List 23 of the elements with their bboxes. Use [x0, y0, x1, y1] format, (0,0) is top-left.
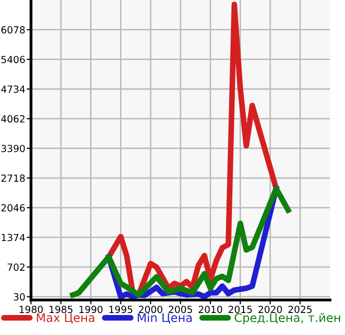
x-tick-label: 2025: [288, 306, 312, 314]
y-tick-label: 4062: [1, 115, 24, 123]
y-tick-label: 6078: [1, 26, 25, 34]
y-tick-label: 702: [8, 264, 24, 271]
y-tick-label: 1374: [2, 234, 25, 242]
x-tick-label: 1990: [79, 306, 103, 314]
x-tick-label: 1985: [50, 306, 72, 314]
legend-label: Max Цена: [36, 313, 94, 324]
y-tick-label: 2046: [1, 204, 25, 212]
x-tick-label: 2020: [258, 306, 282, 314]
x-tick-label: 1980: [20, 306, 43, 314]
y-tick-label: 2718: [1, 174, 25, 182]
x-tick-label: 2015: [228, 306, 252, 314]
x-tick-label: 1995: [109, 306, 132, 314]
legend-label: Сред.Цена, т.йен: [234, 313, 340, 324]
legend-label: Min Цена: [138, 312, 192, 324]
x-tick-label: 2000: [138, 306, 162, 314]
y-tick-label: 3390: [1, 144, 25, 152]
x-tick-label: 2010: [198, 306, 222, 314]
x-tick-label: 2005: [168, 306, 192, 314]
y-tick-label: 30: [14, 293, 25, 301]
y-tick-label: 5406: [1, 56, 25, 64]
y-tick-label: 4734: [1, 85, 25, 93]
